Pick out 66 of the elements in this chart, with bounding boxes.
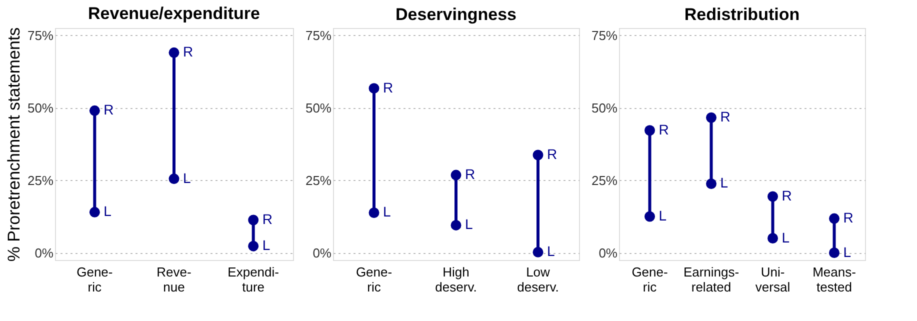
y-tick-label: 25%: [591, 172, 618, 188]
series-label: L: [183, 170, 191, 186]
y-tick-label: 0%: [34, 245, 54, 260]
text: L: [782, 229, 790, 246]
text: R: [104, 102, 114, 118]
point: [532, 246, 544, 258]
chart-title: Deservingness: [396, 5, 516, 24]
text: L: [843, 244, 852, 260]
point: [168, 174, 180, 184]
point: [644, 125, 655, 136]
point: [368, 207, 380, 218]
x-tick-label: Uni- versal: [755, 264, 790, 294]
point: [706, 178, 716, 189]
y-tick-label: 75%: [27, 28, 54, 43]
text: L: [465, 216, 473, 232]
point: [89, 206, 100, 218]
chart-title: Redistribution: [684, 5, 800, 24]
x-tick-label: Expendi- ture: [228, 264, 279, 294]
x-tick-label: Gene- ric: [356, 264, 392, 294]
point: [450, 170, 462, 180]
point: [644, 211, 655, 222]
point: [768, 191, 778, 202]
text: R: [720, 108, 730, 125]
series-label: R: [183, 44, 194, 60]
point: [248, 240, 259, 252]
point: [89, 105, 100, 116]
x-tick-label: Means- tested: [812, 264, 856, 294]
series-label: L: [658, 208, 667, 224]
text: R: [658, 121, 669, 138]
text: R: [383, 79, 394, 96]
text: R: [843, 210, 854, 226]
x-tick-label: Low deserv.: [517, 264, 559, 294]
y-tick-label: 0%: [312, 245, 332, 260]
point: [248, 214, 259, 226]
text: L: [104, 203, 112, 220]
y-tick-label: 50%: [305, 100, 332, 116]
x-tick-label: Earnings- related: [683, 264, 740, 294]
point: [768, 233, 778, 244]
x-tick-label: High deserv.: [435, 264, 477, 294]
point: [532, 150, 544, 160]
y-tick-label: 75%: [305, 28, 332, 43]
x-tick-label: Reve- nue: [156, 264, 192, 294]
text: R: [465, 166, 476, 182]
y-tick-label: 25%: [305, 172, 332, 188]
text: L: [547, 243, 555, 260]
text: L: [262, 237, 270, 254]
point: [168, 47, 180, 58]
series-label: L: [383, 204, 391, 220]
y-tick-label: 25%: [27, 172, 54, 188]
point: [829, 213, 840, 224]
y-tick-label: 0%: [598, 245, 618, 260]
y-tick-label: 50%: [591, 100, 618, 116]
series-label: R: [782, 187, 792, 204]
y-axis-title: % Proretrenchment statements: [4, 27, 24, 262]
text: L: [720, 174, 728, 191]
x-tick-label: Gene- ric: [632, 264, 668, 294]
point: [829, 248, 840, 258]
point: [368, 83, 380, 94]
point: [706, 112, 716, 123]
y-tick-label: 75%: [591, 28, 618, 43]
x-tick-label: Gene- ric: [76, 264, 113, 294]
y-tick-label: 50%: [27, 100, 54, 116]
point: [450, 220, 462, 230]
text: R: [262, 210, 272, 227]
chart-title: Revenue/expenditure: [88, 4, 260, 23]
series-label: R: [547, 146, 558, 162]
